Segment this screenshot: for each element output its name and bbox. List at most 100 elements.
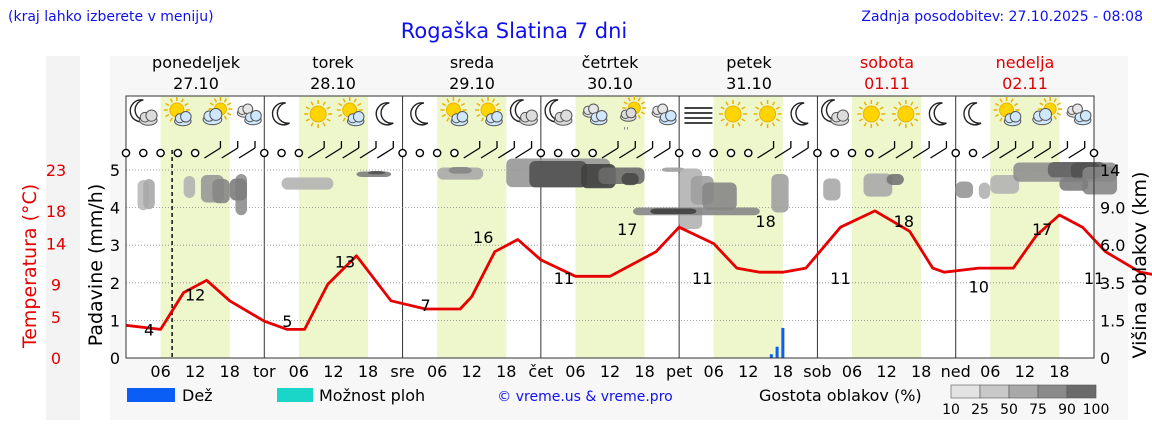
cloud-height-tick: 9.0 (1100, 199, 1125, 218)
density-swatch (979, 384, 1010, 399)
daylight-band (852, 96, 922, 358)
sun-ray (495, 102, 500, 107)
calm-wind-marker (968, 148, 978, 158)
sun-ray (305, 106, 310, 110)
calm-wind-marker (553, 148, 563, 158)
sun-ray (213, 98, 218, 103)
calm-wind-marker (588, 148, 598, 158)
moon-icon (790, 102, 809, 126)
calm-wind-marker (277, 148, 286, 158)
sun-ray (879, 118, 884, 122)
moon-shape (963, 102, 982, 126)
x-tick-label: pet (666, 362, 692, 381)
temperature-axis-label: Temperatura (°C) (19, 184, 41, 349)
sun-cloud-icon (993, 97, 1022, 127)
precip-tick: 3 (110, 236, 120, 255)
daylight-band (713, 96, 783, 358)
sun-cloud-icon (163, 97, 192, 127)
wind-barb (359, 147, 377, 159)
cloud-sun-icon (202, 97, 233, 126)
moon-icon (271, 102, 290, 126)
wind-barb (497, 147, 515, 159)
wind-barb (601, 147, 619, 159)
sun-disc (862, 105, 880, 123)
sun-ray (999, 98, 1003, 103)
cloud-part (491, 111, 503, 123)
credit-link[interactable]: © vreme.us & vreme.pro (497, 389, 672, 405)
day-name: sreda (450, 53, 494, 72)
sun-ray (858, 106, 864, 110)
weather-icons: '' (129, 96, 1092, 137)
wind-barb (376, 147, 394, 159)
wind-barb (757, 147, 774, 159)
cloud-density-cell (702, 182, 737, 210)
x-tick-label: 06 (704, 362, 724, 381)
wind-barb (221, 147, 239, 159)
sun-ray (910, 101, 914, 106)
sun-cloud-icon (336, 97, 365, 127)
sun-ray (1010, 98, 1014, 103)
temperature-value: 17 (1032, 220, 1052, 239)
cloud-density-cell (823, 178, 841, 201)
sun-ray (863, 122, 867, 127)
sun-ray (725, 122, 729, 127)
sun-ray (353, 98, 357, 103)
sun-drizzle-icon: '' (620, 96, 647, 137)
cloud-density-cell (1082, 167, 1118, 195)
sun-ray (640, 101, 646, 105)
cloud-icon (236, 103, 262, 126)
sun-ray (491, 98, 496, 103)
cloud-part (560, 109, 573, 122)
temperature-value: 11 (692, 269, 712, 288)
wind-barb (774, 147, 792, 159)
calm-wind-marker (450, 148, 459, 158)
precipitation-axis-label: Padavine (mm/h) (85, 184, 107, 347)
wind-barb (1051, 147, 1068, 159)
plot-border (125, 95, 1095, 359)
cloud-icon (1066, 103, 1092, 126)
cloud-density-cell (1059, 177, 1089, 191)
cloud-density-cell (448, 167, 472, 174)
sun-ray (169, 98, 174, 103)
calm-wind-marker (709, 148, 719, 158)
wind-barb (204, 147, 221, 159)
location-note[interactable]: (kraj lahko izberete v meniju) (8, 9, 214, 25)
wind-row (121, 141, 1099, 159)
sun-ray (737, 101, 741, 106)
sun-ray (326, 106, 331, 110)
precip-bar (781, 327, 785, 358)
daylight-band (160, 96, 230, 358)
calm-wind-marker (726, 148, 736, 158)
density-swatch (1066, 384, 1097, 399)
cloud-part (657, 103, 669, 115)
sun-disc (309, 105, 327, 123)
sun-ray (446, 98, 450, 103)
sun-icon (753, 100, 782, 128)
sun-ray (755, 118, 760, 122)
sun-ray (910, 122, 914, 127)
sun-ray (476, 102, 481, 107)
x-tick-label: 18 (911, 362, 931, 381)
x-tick-label: sob (803, 362, 831, 381)
moon-icon (928, 102, 947, 126)
temperature-tick: 18 (46, 202, 66, 221)
x-tick-label: 06 (980, 362, 1000, 381)
sun-ray (446, 117, 450, 122)
temperature-value: 10 (969, 277, 989, 296)
wind-barb (999, 147, 1016, 159)
sun-ray (322, 101, 326, 106)
sun-ray (441, 102, 447, 107)
sun-ray (623, 101, 628, 105)
density-tick: 10 (942, 402, 960, 418)
sun-ray (322, 122, 326, 127)
x-tick-label: 12 (323, 362, 343, 381)
sun-ray (640, 111, 646, 115)
density-swatch (1008, 384, 1039, 399)
calm-wind-marker (951, 148, 961, 158)
cloud-density-cell (886, 174, 904, 185)
wind-barb (307, 147, 325, 159)
drizzle-mark: '' (623, 126, 629, 137)
sun-ray (741, 118, 746, 122)
